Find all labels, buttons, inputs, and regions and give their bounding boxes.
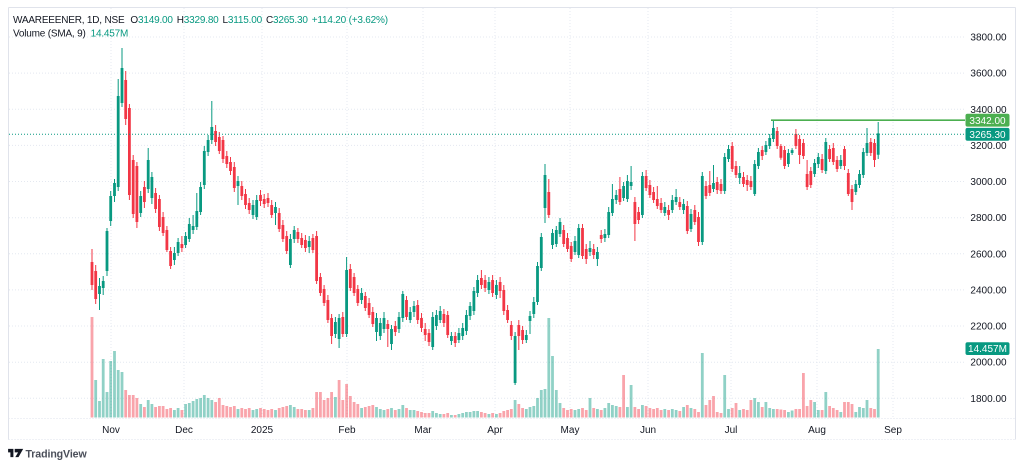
svg-text:2025: 2025 bbox=[251, 425, 274, 436]
svg-text:3400.00: 3400.00 bbox=[970, 105, 1007, 116]
svg-text:3342.00: 3342.00 bbox=[969, 116, 1006, 127]
svg-text:2600.00: 2600.00 bbox=[970, 249, 1007, 260]
svg-text:Apr: Apr bbox=[487, 425, 503, 436]
svg-text:3800.00: 3800.00 bbox=[970, 33, 1007, 44]
svg-text:3265.30: 3265.30 bbox=[969, 130, 1006, 141]
svg-text:Sep: Sep bbox=[884, 425, 902, 436]
svg-text:May: May bbox=[561, 425, 580, 436]
svg-text:Jun: Jun bbox=[640, 425, 656, 436]
svg-text:Aug: Aug bbox=[808, 425, 826, 436]
svg-text:Jul: Jul bbox=[725, 425, 738, 436]
svg-text:1800.00: 1800.00 bbox=[970, 394, 1007, 405]
svg-text:3000.00: 3000.00 bbox=[970, 177, 1007, 188]
svg-text:3200.00: 3200.00 bbox=[970, 141, 1007, 152]
svg-text:Mar: Mar bbox=[414, 425, 432, 436]
svg-text:3600.00: 3600.00 bbox=[970, 69, 1007, 80]
svg-text:TradingView: TradingView bbox=[26, 448, 88, 460]
svg-text:2800.00: 2800.00 bbox=[970, 213, 1007, 224]
svg-text:14.457M: 14.457M bbox=[968, 344, 1007, 355]
svg-text:Dec: Dec bbox=[175, 425, 193, 436]
svg-text:2200.00: 2200.00 bbox=[970, 322, 1007, 333]
svg-text:Nov: Nov bbox=[102, 425, 120, 436]
svg-text:Feb: Feb bbox=[338, 425, 356, 436]
svg-text:Volume (SMA, 9)14.457M: Volume (SMA, 9) 14.457M bbox=[13, 28, 128, 39]
svg-text:2400.00: 2400.00 bbox=[970, 285, 1007, 296]
svg-text:2000.00: 2000.00 bbox=[970, 358, 1007, 369]
